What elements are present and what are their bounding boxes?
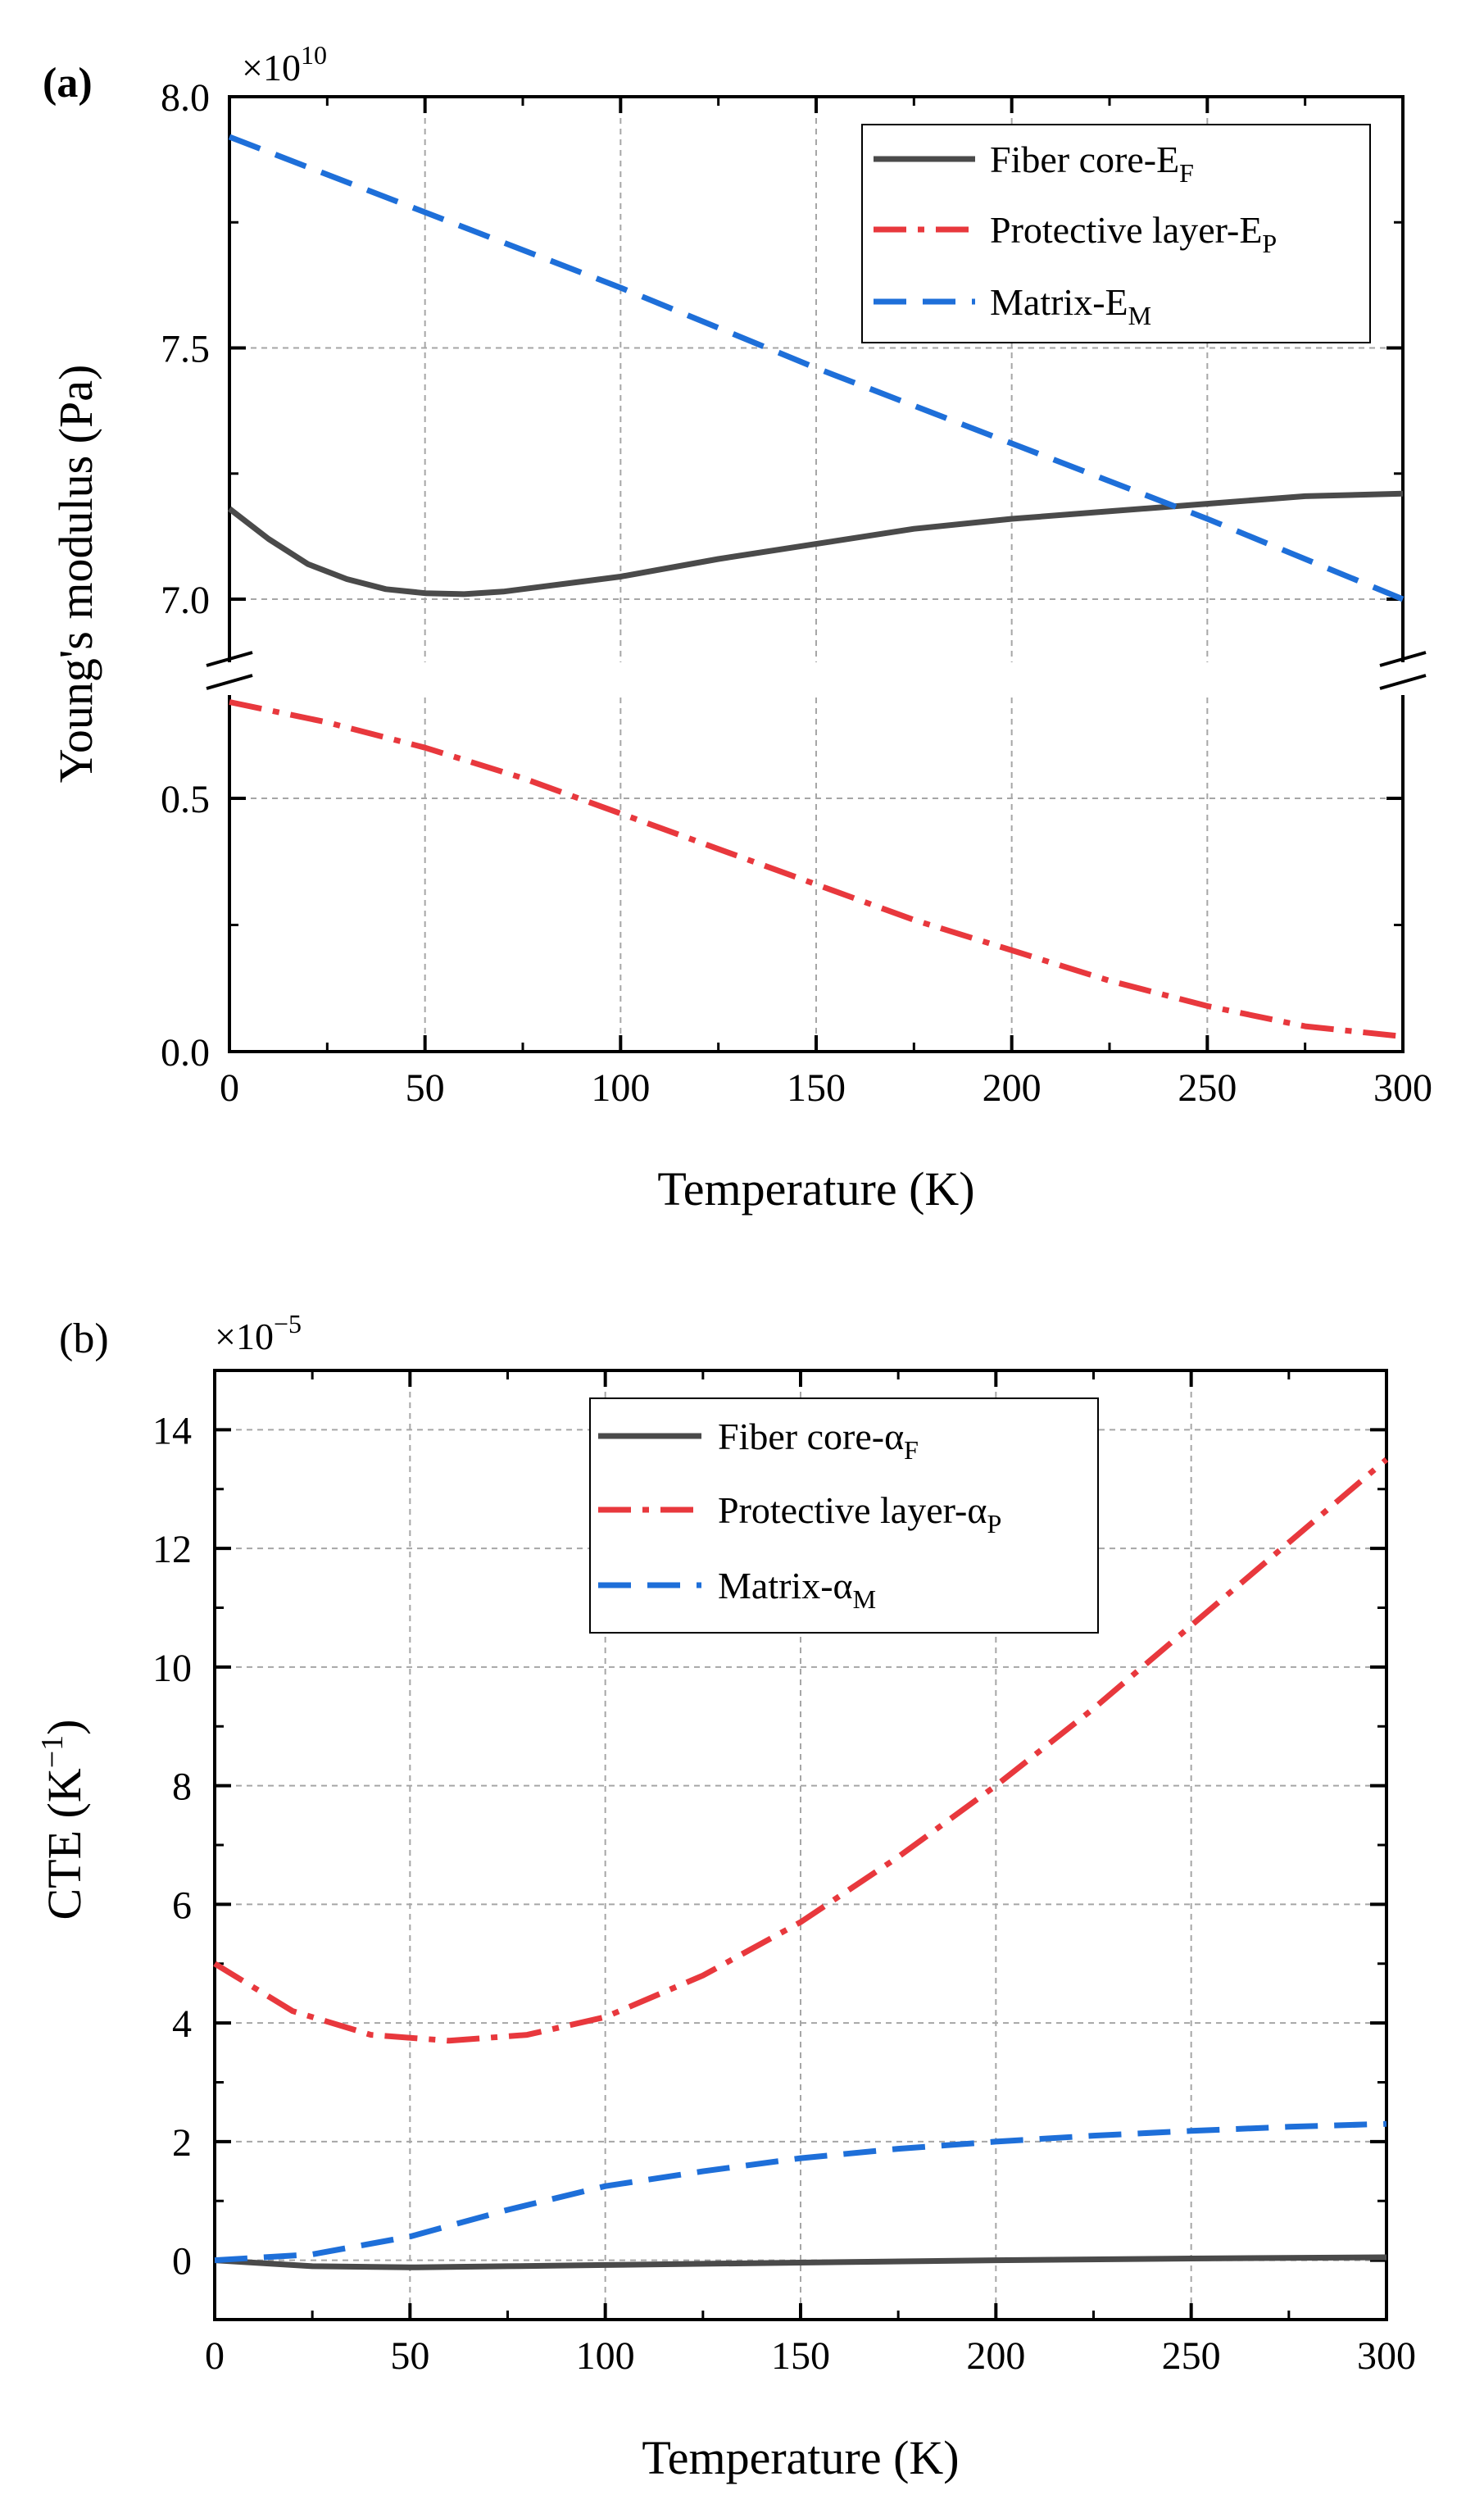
multiplier-b: ×10−5 bbox=[215, 1309, 302, 1357]
y-tick-label-b: 4 bbox=[172, 2002, 192, 2046]
multiplier-a: ×1010 bbox=[242, 40, 327, 89]
panel-label-a: (a) bbox=[43, 60, 93, 107]
series-line-a-2 bbox=[228, 134, 1405, 602]
y-tick-label-a: 7.5 bbox=[161, 328, 210, 371]
y-tick-label-b: 12 bbox=[152, 1528, 192, 1571]
y-tick-label-a: 8.0 bbox=[161, 76, 210, 120]
panel-a: 0 50 100 150 200 250 300 7.0 7.5 8.0 0.0 0.5 (a) ×1… bbox=[43, 40, 1434, 1216]
y-axis-label-a: Young's modulus (Pa) bbox=[49, 365, 102, 784]
x-tick-label-a: 300 bbox=[1373, 1066, 1432, 1110]
x-tick-label-b: 100 bbox=[576, 2334, 635, 2378]
series-line-b-1 bbox=[213, 1457, 1389, 2044]
x-tick-label-b: 250 bbox=[1162, 2334, 1221, 2378]
y-tick-label-b: 10 bbox=[152, 1647, 192, 1690]
y-tick-label-b: 6 bbox=[172, 1884, 192, 1927]
y-tick-label-b: 2 bbox=[172, 2121, 192, 2165]
series-line-a-1 bbox=[229, 699, 1404, 1039]
x-axis-label-a: Temperature (K) bbox=[657, 1162, 974, 1216]
x-tick-label-b: 150 bbox=[771, 2334, 830, 2378]
legend-label-a-fiber: Fiber core-EF bbox=[990, 139, 1194, 188]
legend-label-b-matrix: Matrix-αM bbox=[718, 1565, 876, 1614]
y-axis-label-b: CTE (K−1) bbox=[35, 1719, 91, 1920]
axis-break-gap bbox=[205, 662, 1434, 695]
x-tick-label-a: 200 bbox=[983, 1066, 1042, 1110]
series-line-a-0 bbox=[227, 490, 1404, 598]
legend-label-b-fiber: Fiber core-αF bbox=[718, 1416, 919, 1465]
y-tick-label-b: 14 bbox=[152, 1409, 192, 1452]
legend-label-b-protective: Protective layer-αP bbox=[718, 1489, 1001, 1538]
x-tick-label-b: 300 bbox=[1357, 2334, 1416, 2378]
y-tick-label-a: 7.0 bbox=[161, 579, 210, 622]
ticks-b: 0 50 100 150 200 250 300 0 2 4 6 8 10 12 14 bbox=[152, 1369, 1416, 2378]
series-line-b-2 bbox=[214, 2120, 1387, 2264]
y-tick-label-a: 0.5 bbox=[161, 778, 210, 821]
legend-b: Fiber core-αF Protective layer-αP Matrix… bbox=[589, 1397, 1099, 1634]
y-tick-label-b: 0 bbox=[172, 2240, 192, 2284]
series-b bbox=[213, 1457, 1389, 2270]
y-tick-label-b: 8 bbox=[172, 1766, 192, 1809]
x-tick-label-a: 150 bbox=[787, 1066, 846, 1110]
x-tick-label-a: 50 bbox=[406, 1066, 445, 1110]
x-tick-label-b: 0 bbox=[205, 2334, 225, 2378]
series-a bbox=[227, 134, 1405, 1039]
legend-label-a-matrix: Matrix-EM bbox=[990, 281, 1151, 330]
x-tick-label-b: 50 bbox=[390, 2334, 429, 2378]
panel-label-b: (b) bbox=[59, 1316, 109, 1362]
series-line-b-0 bbox=[214, 2254, 1387, 2270]
x-tick-label-b: 200 bbox=[966, 2334, 1025, 2378]
x-tick-label-a: 250 bbox=[1178, 1066, 1237, 1110]
legend-label-a-protective: Protective layer-EP bbox=[990, 209, 1277, 258]
x-tick-label-a: 100 bbox=[591, 1066, 650, 1110]
x-tick-label-a: 0 bbox=[220, 1066, 239, 1110]
y-tick-label-a: 0.0 bbox=[161, 1031, 210, 1075]
axis-break-right bbox=[1379, 651, 1427, 690]
ticks-a: 0 50 100 150 200 250 300 7.0 7.5 8.0 0.0 0.5 bbox=[161, 76, 1432, 1110]
x-axis-label-b: Temperature (K) bbox=[642, 2431, 959, 2484]
axis-break-left bbox=[206, 651, 253, 690]
legend-a: Fiber core-EF Protective layer-EP Matrix… bbox=[861, 124, 1371, 343]
